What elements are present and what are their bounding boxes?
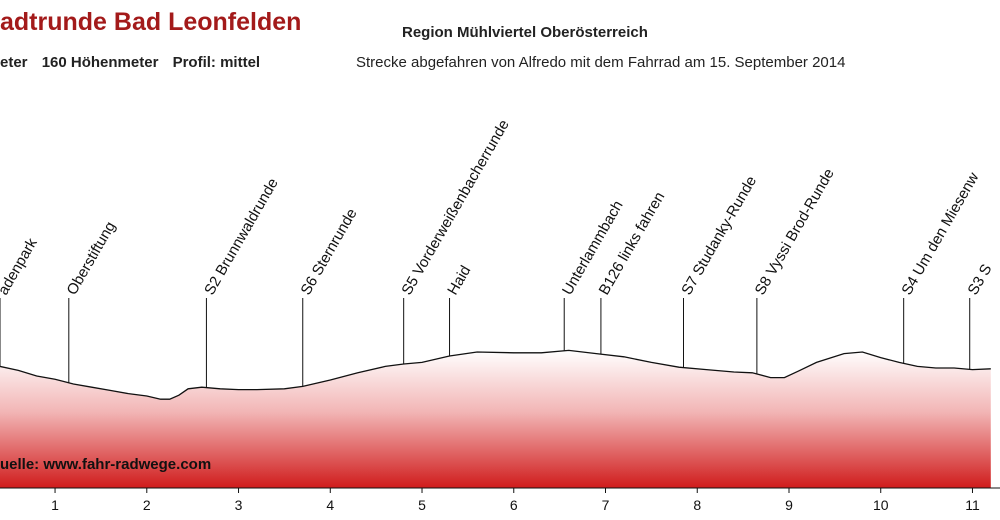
profile-label: Profil: mittel	[172, 54, 261, 71]
ride-note: Strecke abgefahren von Alfredo mit dem F…	[356, 54, 846, 71]
x-tick-label: 2	[143, 497, 151, 513]
x-tick-label: 9	[785, 497, 793, 513]
x-tick-label: 5	[418, 497, 426, 513]
x-tick-label: 6	[510, 497, 518, 513]
page-title: adtrunde Bad Leonfelden	[0, 8, 302, 36]
distance-label: eter	[0, 54, 28, 71]
x-tick-label: 10	[873, 497, 889, 513]
waypoint-label: S3 S	[964, 261, 995, 298]
elevation-label: 160 Höhenmeter	[41, 54, 159, 71]
waypoint-label: Haid	[444, 263, 474, 298]
x-tick-label: 4	[326, 497, 334, 513]
tour-stats: eter 160 Höhenmeter Profil: mittel	[0, 54, 270, 71]
x-tick-label: 7	[602, 497, 610, 513]
region-label: Region Mühlviertel Oberösterreich	[402, 24, 648, 41]
elevation-area	[0, 350, 991, 488]
waypoint-label: S6 Sternrunde	[297, 206, 360, 298]
waypoint-label: S2 Brunnwaldrunde	[201, 175, 282, 298]
x-tick-label: 8	[693, 497, 701, 513]
waypoint-label: S7 Studanky-Runde	[678, 173, 760, 298]
x-tick-label: 3	[235, 497, 243, 513]
x-tick-label: 1	[51, 497, 59, 513]
x-tick-label: 11	[965, 497, 980, 513]
source-credit: uelle: www.fahr-radwege.com	[0, 456, 212, 473]
waypoint-label: adenpark	[0, 235, 41, 298]
waypoint-label: Oberstiftung	[64, 219, 120, 298]
waypoint-label: S8 Vyssi Brod-Runde	[752, 166, 838, 298]
